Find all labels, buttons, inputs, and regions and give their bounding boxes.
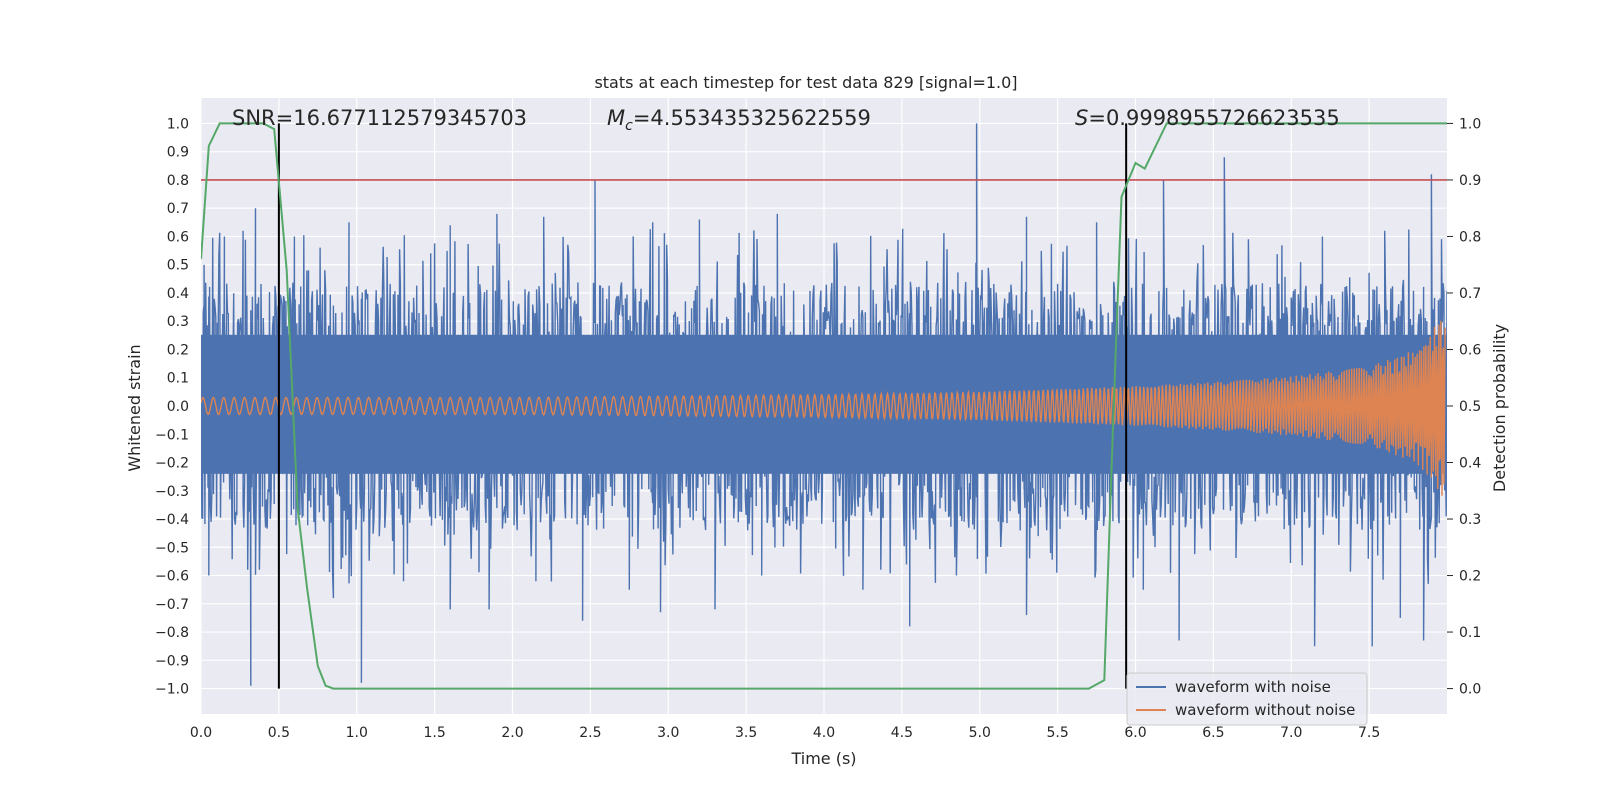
- y2-tick-label: 0.6: [1459, 342, 1481, 358]
- chirp-mass-symbol: M: [607, 106, 625, 130]
- chirp-mass-value: =4.553435325622559: [633, 106, 871, 130]
- x-axis-ticks: 0.0 0.5 1.0 1.5 2.0 2.5 3.0 3.5 4.0 4.5 5.0 5.5 6.0 6…: [190, 725, 1380, 741]
- y-tick-label: 1.0: [167, 116, 189, 132]
- legend-box: [1126, 672, 1368, 726]
- y2-axis-label: Detection probability: [1490, 324, 1509, 492]
- y-tick-label: −0.4: [155, 512, 189, 528]
- x-tick-label: 2.5: [579, 725, 601, 741]
- x-tick-label: 4.0: [813, 725, 835, 741]
- y2-tick-label: 0.1: [1459, 625, 1481, 641]
- y-tick-label: −0.5: [155, 540, 189, 556]
- y-tick-label: 0.9: [167, 145, 189, 161]
- legend-label-noise: waveform with noise: [1175, 678, 1331, 696]
- snr-score-annotation: S=0.9998955726623535: [1075, 106, 1340, 130]
- y-tick-label: 0.4: [167, 286, 189, 302]
- y-tick-label: −0.8: [155, 625, 189, 641]
- y-tick-label: −0.2: [155, 456, 189, 472]
- y-tick-label: 0.6: [167, 229, 189, 245]
- y-axis-label: Whitened strain: [125, 344, 144, 471]
- y-tick-label: 0.3: [167, 314, 189, 330]
- legend-label-clean: waveform without noise: [1175, 701, 1355, 719]
- x-tick-label: 3.5: [735, 725, 757, 741]
- y-tick-label: 0.0: [167, 399, 189, 415]
- x-tick-label: 5.0: [969, 725, 991, 741]
- x-tick-label: 7.0: [1280, 725, 1302, 741]
- chirp-mass-subscript: c: [625, 118, 633, 134]
- y2-tick-label: 0.4: [1459, 456, 1481, 472]
- y2-tick-label: 0.0: [1459, 682, 1481, 698]
- y2-tick-label: 0.7: [1459, 286, 1481, 302]
- x-tick-label: 1.5: [423, 725, 445, 741]
- y-tick-label: −0.3: [155, 484, 189, 500]
- snr-annotation: SNR=16.677112579345703: [232, 106, 527, 130]
- x-axis-label: Time (s): [790, 749, 856, 768]
- x-tick-label: 6.5: [1202, 725, 1224, 741]
- y2-tick-label: 0.8: [1459, 229, 1481, 245]
- y2-tick-label: 0.9: [1459, 173, 1481, 189]
- series-waveform-without-noise: [201, 320, 1446, 496]
- plot-content: [201, 122, 1447, 690]
- x-tick-label: 3.0: [657, 725, 679, 741]
- x-tick-label: 0.0: [190, 725, 212, 741]
- y-tick-label: 0.5: [167, 258, 189, 274]
- y-tick-label: −0.6: [155, 569, 189, 585]
- y-tick-label: −0.9: [155, 653, 189, 669]
- y-tick-label: 0.1: [167, 371, 189, 387]
- y-tick-label: −1.0: [155, 682, 189, 698]
- y2-tick-label: 0.3: [1459, 512, 1481, 528]
- y-tick-label: −0.1: [155, 427, 189, 443]
- score-value: =0.9998955726623535: [1088, 106, 1339, 130]
- y2-tick-label: 1.0: [1459, 116, 1481, 132]
- x-tick-label: 6.0: [1124, 725, 1146, 741]
- x-tick-label: 1.0: [346, 725, 368, 741]
- y-axis-ticks: 1.0 0.9 0.8 0.7 0.6 0.5 0.4 0.3 0.2 0.1 0.0 −0.1 −0.…: [155, 116, 189, 697]
- x-tick-label: 2.0: [501, 725, 523, 741]
- chart-title: stats at each timestep for test data 829…: [594, 73, 1017, 92]
- x-tick-label: 7.5: [1358, 725, 1380, 741]
- y2-tick-label: 0.2: [1459, 569, 1481, 585]
- score-symbol: S: [1075, 106, 1088, 130]
- legend: waveform with noise waveform without noi…: [1126, 672, 1368, 726]
- y-tick-label: −0.7: [155, 597, 189, 613]
- x-tick-label: 4.5: [891, 725, 913, 741]
- y-tick-label: 0.2: [167, 342, 189, 358]
- clean-trace: [201, 320, 1446, 496]
- series-detection-probability: [201, 122, 1447, 690]
- x-tick-label: 0.5: [268, 725, 290, 741]
- vertical-markers: [277, 123, 1128, 689]
- x-tick-label: 5.5: [1046, 725, 1068, 741]
- chirp-mass-annotation: Mc=4.553435325622559: [607, 106, 871, 134]
- y-tick-label: 0.7: [167, 201, 189, 217]
- y2-tick-label: 0.5: [1459, 399, 1481, 415]
- y2-axis-ticks: 1.0 0.9 0.8 0.7 0.6 0.5 0.4 0.3 0.2 0.1 0.0: [1447, 116, 1481, 698]
- y-tick-label: 0.8: [167, 173, 189, 189]
